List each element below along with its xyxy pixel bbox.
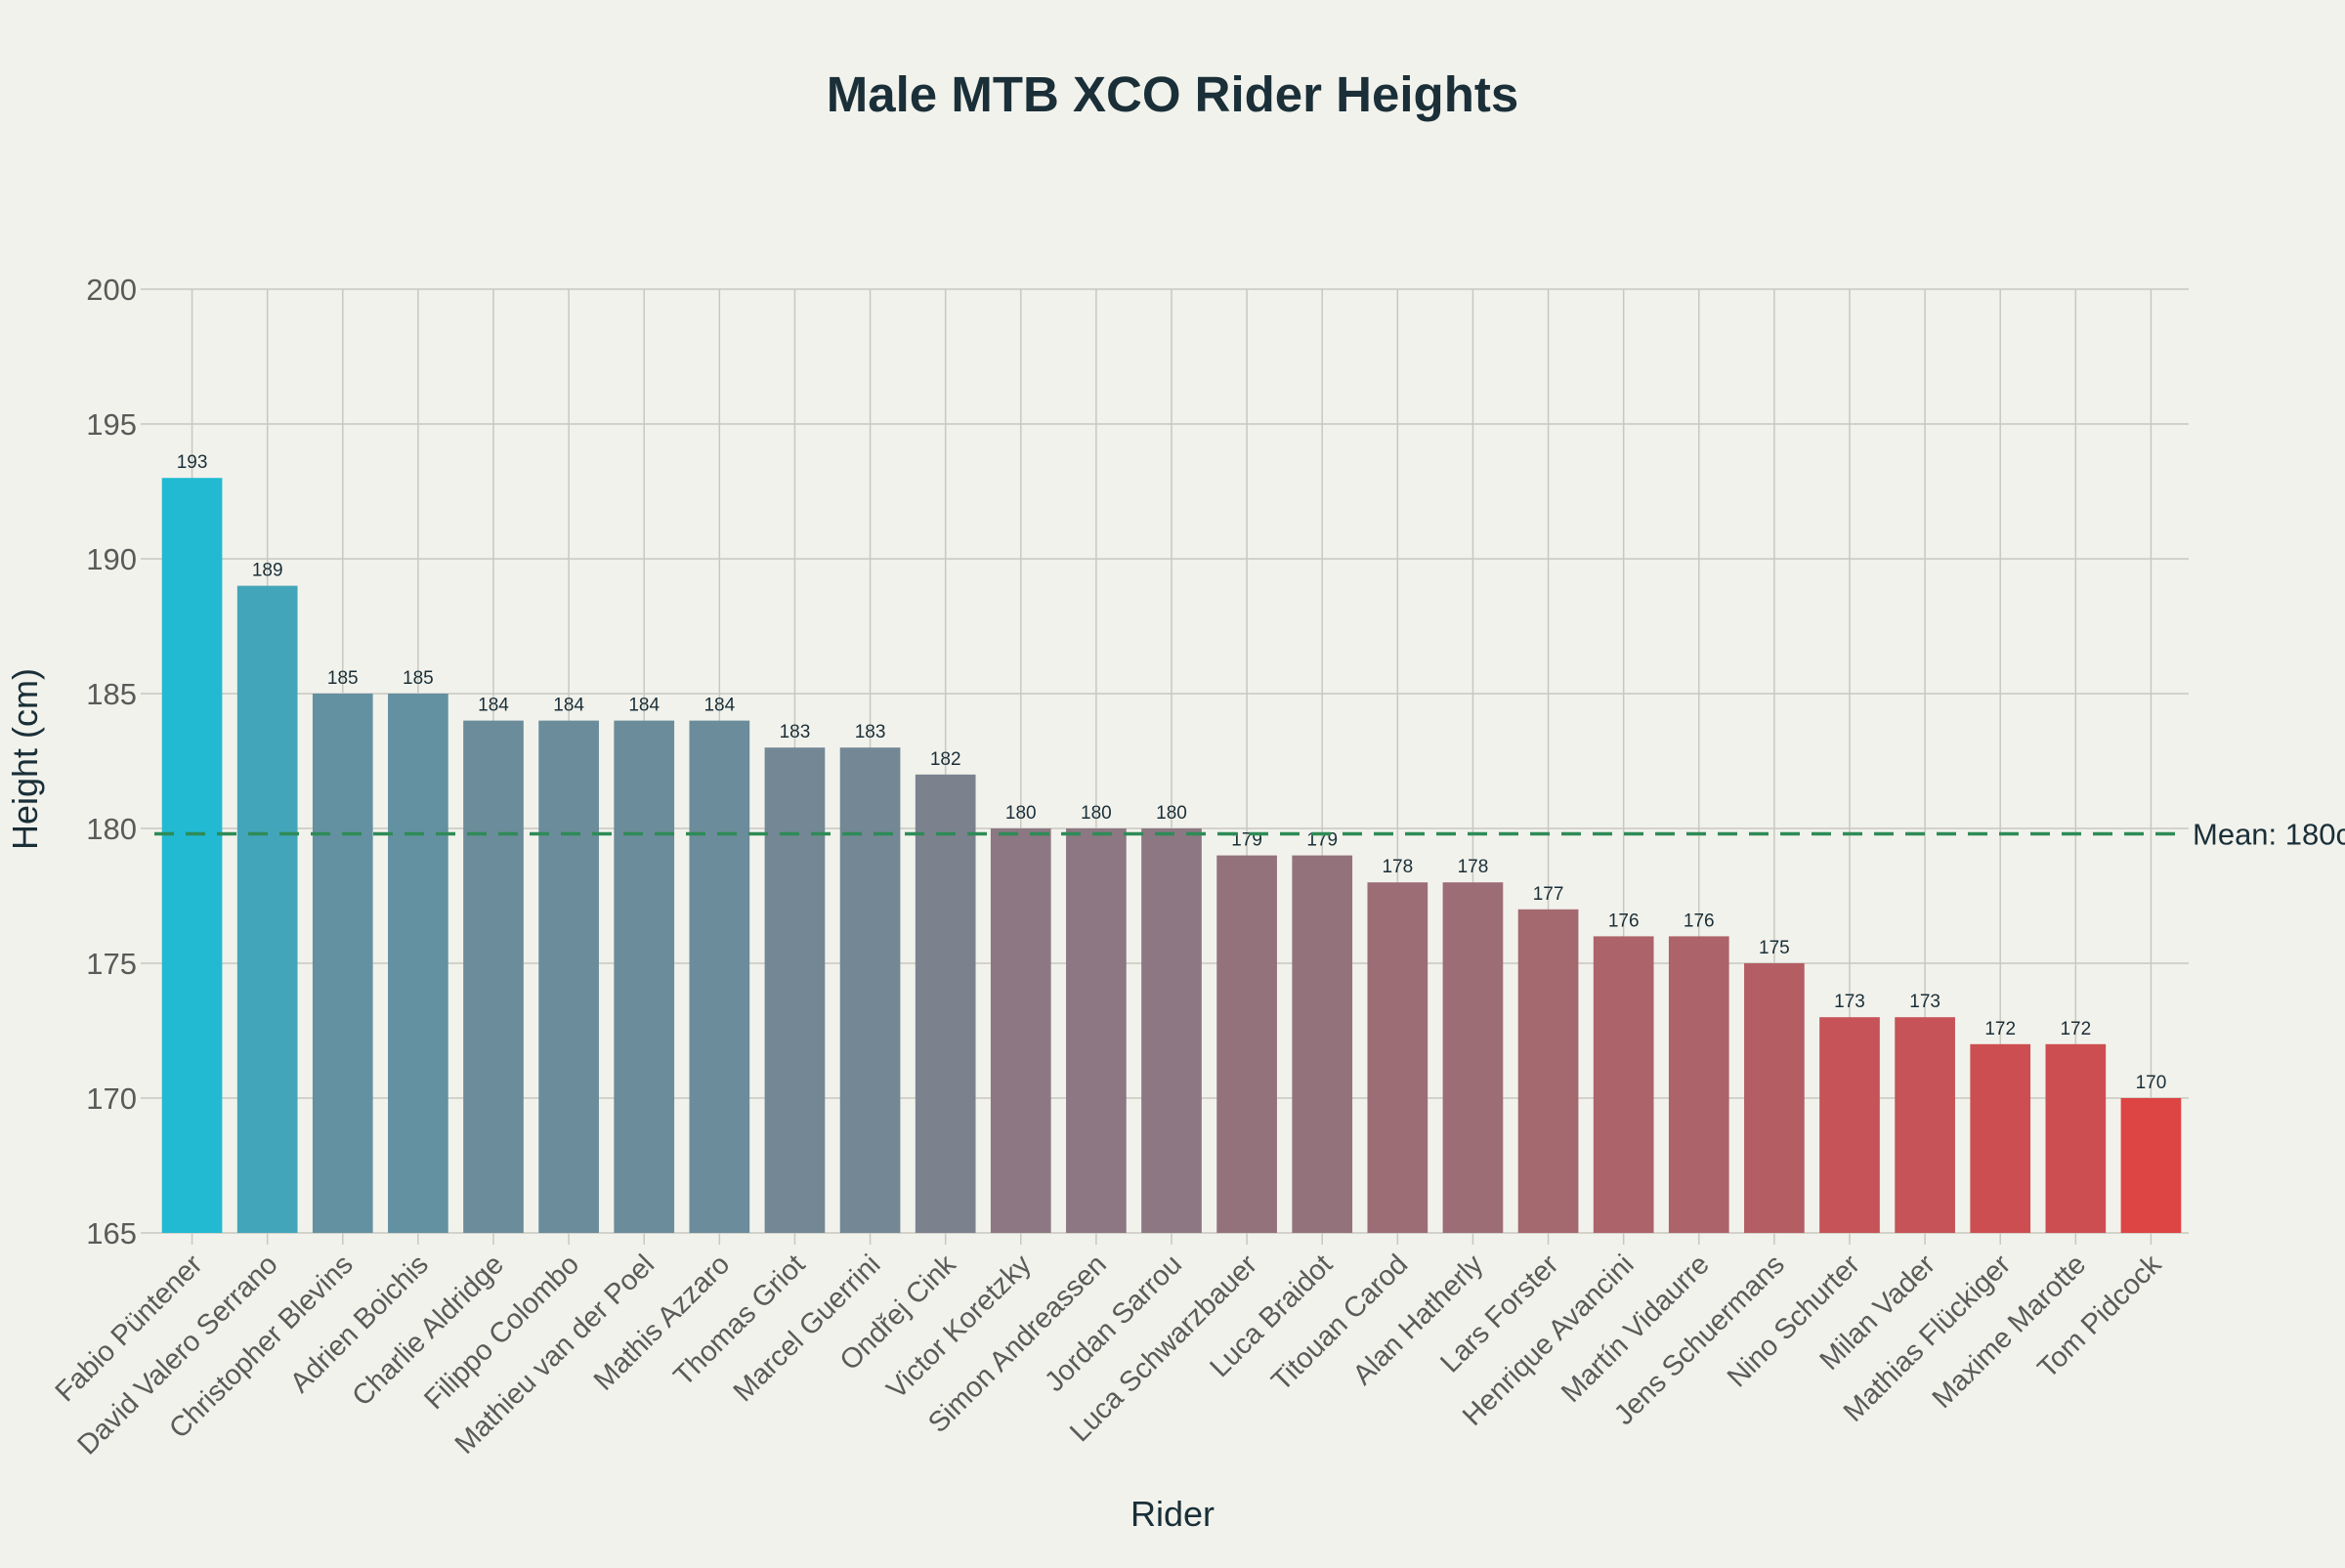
y-tick-label: 175 <box>86 947 137 981</box>
bar-value-label: 170 <box>2136 1073 2167 1093</box>
bar <box>1442 882 1504 1233</box>
bar-value-label: 177 <box>1533 884 1564 905</box>
bar-value-label: 176 <box>1684 911 1715 931</box>
bar-value-label: 184 <box>628 696 660 716</box>
bar-value-label: 185 <box>403 668 434 689</box>
bar-value-label: 183 <box>855 722 886 742</box>
bar <box>1668 936 1729 1233</box>
bar-value-label: 189 <box>252 561 283 581</box>
x-tick-label: Alan Hatherly <box>1347 1249 1490 1391</box>
bar <box>839 747 901 1233</box>
y-tick-label: 165 <box>86 1216 137 1250</box>
bar-value-label: 182 <box>930 749 961 770</box>
bar-value-label: 173 <box>1909 992 1940 1012</box>
bar <box>1292 855 1353 1233</box>
mean-line-label: Mean: 180cm <box>2193 818 2345 852</box>
bar-value-label: 180 <box>1005 803 1037 824</box>
bar <box>463 720 524 1233</box>
bar <box>161 478 223 1233</box>
bar <box>312 694 373 1233</box>
bar <box>1216 855 1277 1233</box>
bar-value-label: 185 <box>327 668 359 689</box>
bar <box>1593 936 1654 1233</box>
x-tick-label: Mathis Azzaro <box>588 1249 736 1396</box>
bar-value-label: 172 <box>2060 1019 2091 1039</box>
bar <box>614 720 675 1233</box>
bar <box>915 774 976 1233</box>
bar-value-label: 180 <box>1081 803 1112 824</box>
bar-value-label: 193 <box>177 452 208 473</box>
bar <box>990 828 1051 1233</box>
bar <box>2120 1098 2182 1233</box>
y-tick-label: 200 <box>86 273 137 307</box>
y-tick-label: 185 <box>86 677 137 711</box>
bar <box>1141 828 1202 1233</box>
y-tick-label: 190 <box>86 542 137 576</box>
chart-title: Male MTB XCO Rider Heights <box>827 66 1518 122</box>
bar-value-label: 176 <box>1608 911 1640 931</box>
bar-value-label: 172 <box>1984 1019 2016 1039</box>
bars <box>161 478 2182 1233</box>
x-tick-label: Nino Schurter <box>1722 1249 1866 1393</box>
x-tick-label: Thomas Griot <box>668 1249 812 1392</box>
y-tick-label: 180 <box>86 812 137 846</box>
bar <box>764 747 826 1233</box>
bar <box>1819 1017 1880 1233</box>
bar-value-label: 180 <box>1156 803 1187 824</box>
mean-line-group: Mean: 180cm <box>154 818 2345 852</box>
bar-value-label: 175 <box>1759 938 1790 958</box>
bar-value-label: 173 <box>1834 992 1865 1012</box>
bar-value-label: 178 <box>1458 857 1489 877</box>
bar <box>1895 1017 1955 1233</box>
bar <box>1744 963 1805 1233</box>
bar-value-label: 178 <box>1382 857 1413 877</box>
bar <box>1066 828 1127 1233</box>
bar <box>689 720 750 1233</box>
bar-value-label: 184 <box>478 696 509 716</box>
y-tick-label: 195 <box>86 407 137 442</box>
y-axis-ticks: 165 170 175 180 185 190 195 200 <box>86 273 154 1250</box>
y-axis-title: Height (cm) <box>5 668 45 850</box>
bar <box>538 720 599 1233</box>
value-labels: 193 189 185 185 184 184 184 184 183 183 182 180 180 1… <box>177 452 2167 1093</box>
bar <box>388 694 448 1233</box>
bar-value-label: 184 <box>553 696 584 716</box>
bar-value-label: 184 <box>704 696 735 716</box>
x-axis-title: Rider <box>1130 1494 1215 1534</box>
bar-value-label: 183 <box>780 722 811 742</box>
bar <box>236 585 298 1233</box>
y-tick-label: 170 <box>86 1081 137 1116</box>
bar <box>1970 1043 2031 1233</box>
bar <box>1517 909 1579 1233</box>
bar <box>1367 882 1428 1233</box>
bar <box>2045 1043 2107 1233</box>
